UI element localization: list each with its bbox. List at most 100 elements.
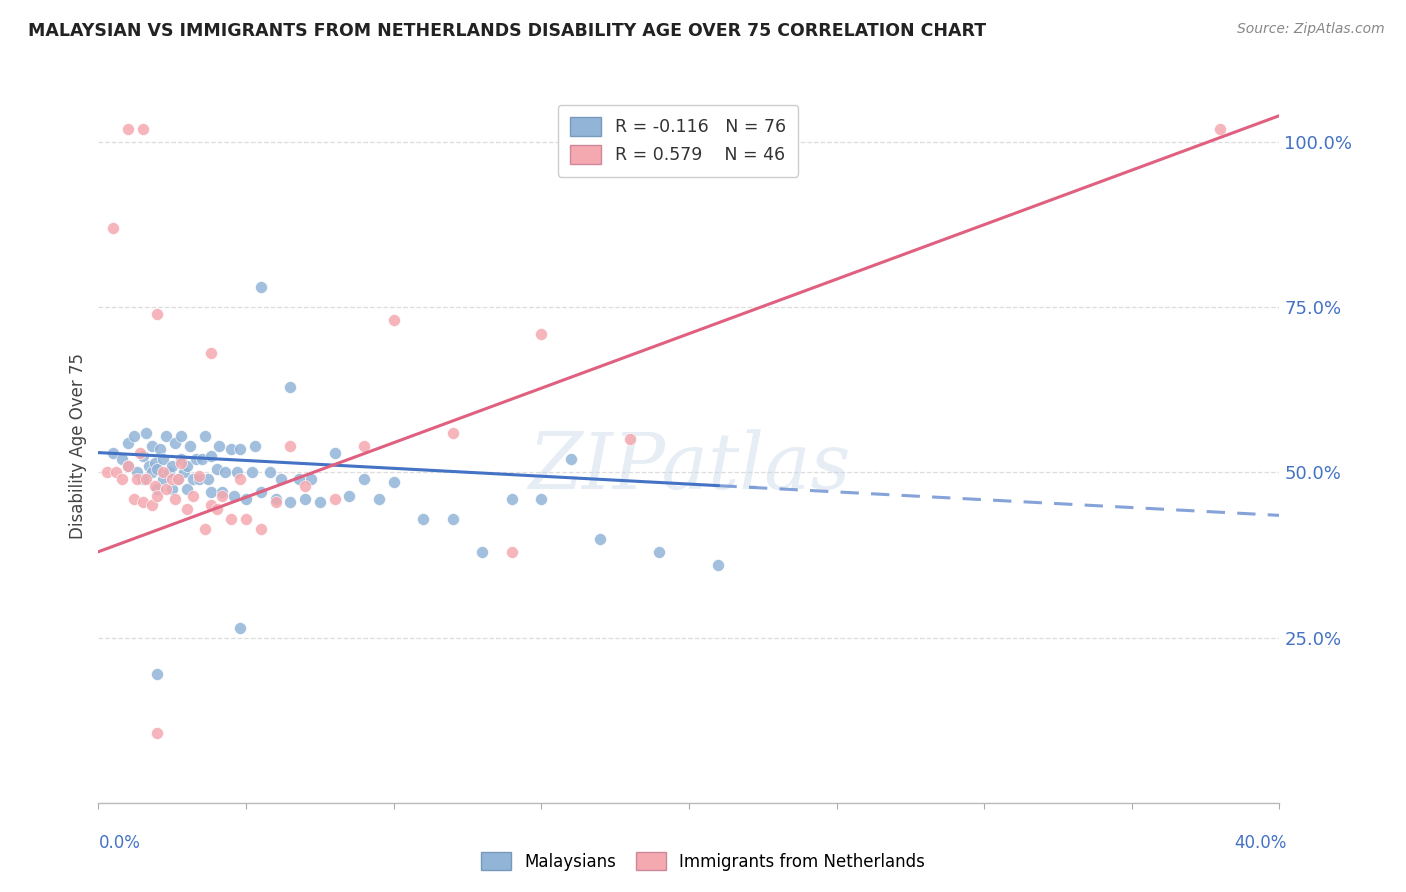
Point (205, 462, 228, 476)
Point (162, 458, 183, 473)
Point (1209, 121, 1232, 136)
Point (191, 452, 214, 467)
Point (170, 452, 193, 467)
Point (122, 491, 145, 506)
Point (167, 472, 190, 486)
Point (619, 433, 641, 447)
Legend: Malaysians, Immigrants from Netherlands: Malaysians, Immigrants from Netherlands (472, 844, 934, 880)
Point (162, 482, 183, 496)
Text: ZIPatlas: ZIPatlas (527, 429, 851, 506)
Point (229, 472, 252, 486)
Point (323, 491, 346, 506)
Point (224, 489, 246, 503)
Point (187, 472, 209, 486)
Point (170, 429, 193, 443)
Point (229, 621, 252, 635)
Point (149, 442, 172, 457)
Point (441, 425, 464, 440)
Point (141, 466, 163, 480)
Point (194, 429, 217, 443)
Text: Source: ZipAtlas.com: Source: ZipAtlas.com (1237, 22, 1385, 37)
Text: 40.0%: 40.0% (1234, 834, 1286, 852)
Point (294, 478, 316, 492)
Point (105, 466, 128, 480)
Point (111, 452, 134, 467)
Point (235, 511, 257, 525)
Point (146, 462, 169, 476)
Point (197, 472, 219, 486)
Point (155, 482, 177, 496)
Point (412, 511, 434, 525)
Point (173, 466, 195, 480)
Point (337, 489, 360, 503)
Point (184, 452, 207, 467)
Point (117, 458, 139, 473)
Text: MALAYSIAN VS IMMIGRANTS FROM NETHERLANDS DISABILITY AGE OVER 75 CORRELATION CHAR: MALAYSIAN VS IMMIGRANTS FROM NETHERLANDS… (28, 22, 986, 40)
Point (138, 458, 160, 473)
Point (176, 501, 198, 516)
Point (143, 478, 166, 492)
Point (353, 472, 375, 486)
Point (208, 439, 231, 453)
Point (125, 472, 148, 486)
Point (211, 489, 233, 503)
Point (146, 726, 169, 740)
Point (211, 485, 233, 500)
Point (111, 472, 134, 486)
Point (219, 511, 242, 525)
Point (200, 449, 222, 463)
Point (589, 532, 612, 546)
Point (117, 121, 139, 136)
Point (382, 475, 405, 490)
Point (270, 472, 292, 486)
Point (152, 466, 174, 480)
Point (103, 445, 125, 459)
Point (501, 545, 523, 559)
Point (441, 511, 464, 525)
Point (181, 489, 204, 503)
Point (200, 485, 222, 500)
Point (250, 485, 273, 500)
Point (135, 425, 157, 440)
Point (165, 491, 187, 506)
Point (214, 466, 236, 480)
Y-axis label: Disability Age Over 75: Disability Age Over 75 (69, 353, 87, 539)
Point (176, 458, 198, 473)
Point (117, 435, 139, 450)
Point (299, 472, 322, 486)
Point (560, 452, 582, 467)
Point (122, 429, 145, 443)
Point (278, 495, 302, 509)
Point (530, 491, 553, 506)
Point (152, 472, 174, 486)
Point (219, 442, 242, 457)
Point (323, 445, 346, 459)
Point (128, 445, 150, 459)
Point (132, 472, 155, 486)
Point (229, 442, 252, 457)
Point (648, 545, 671, 559)
Point (309, 495, 332, 509)
Point (194, 522, 217, 536)
Point (117, 458, 139, 473)
Point (200, 346, 222, 360)
Point (152, 452, 174, 467)
Point (181, 472, 204, 486)
Point (146, 482, 169, 496)
Point (240, 466, 263, 480)
Point (264, 491, 287, 506)
Point (132, 449, 155, 463)
Point (146, 307, 169, 321)
Point (135, 472, 157, 486)
Point (125, 466, 148, 480)
Point (167, 472, 190, 486)
Point (132, 495, 155, 509)
Point (259, 466, 281, 480)
Point (471, 545, 494, 559)
Point (368, 491, 391, 506)
Point (226, 466, 249, 480)
Text: 0.0%: 0.0% (98, 834, 141, 852)
Point (707, 558, 730, 572)
Point (141, 439, 163, 453)
Point (96, 466, 118, 480)
